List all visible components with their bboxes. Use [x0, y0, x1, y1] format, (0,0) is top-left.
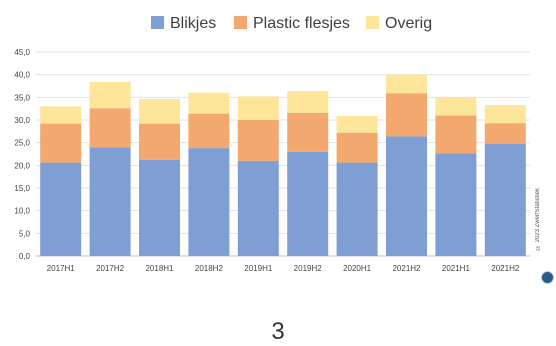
y-tick-label: 30,0	[14, 116, 30, 125]
x-tick-label: 2019H2	[294, 264, 323, 273]
y-tick-label: 10,0	[14, 207, 30, 216]
x-tick-label: 2021H1	[442, 264, 471, 273]
bar-segment	[89, 108, 131, 148]
bar-segment	[188, 92, 230, 114]
bar-segment	[336, 162, 378, 256]
bar-segment	[386, 74, 427, 94]
x-tick-label: 2021H2	[392, 264, 421, 273]
y-tick-label: 15,0	[14, 184, 30, 193]
watermark: © 2023 ZwerfStatistiek	[535, 187, 541, 250]
bar-segment	[287, 112, 329, 152]
y-axis-ticks: 0,0 5,0 10,0 15,0 20,0 25,0 30,0 35,0 40,0 45,0	[14, 48, 30, 261]
bar-segment	[435, 115, 477, 154]
page-number: 3	[271, 318, 285, 345]
y-tick-label: 5,0	[19, 229, 31, 238]
bar-segment	[435, 97, 477, 116]
bar-segment	[139, 159, 180, 256]
bar-segment	[386, 93, 427, 137]
x-tick-label: 2020H1	[343, 264, 372, 273]
bar-segment	[237, 96, 279, 120]
y-tick-label: 45,0	[14, 48, 30, 57]
bar-segment	[139, 123, 180, 160]
bar-segment	[237, 160, 279, 256]
bar-segment	[484, 123, 526, 145]
bars	[40, 74, 526, 256]
bar-segment	[40, 123, 82, 163]
bar-segment	[40, 162, 82, 256]
bar-segment	[89, 81, 131, 109]
y-tick-label: 25,0	[14, 139, 30, 148]
y-tick-label: 20,0	[14, 161, 30, 170]
bar-segment	[287, 90, 329, 113]
x-axis-ticks: 2017H1 2017H2 2018H1 2018H2 2019H1 2019H2 2020…	[47, 264, 520, 273]
bar-segment	[435, 153, 477, 256]
bar-segment	[386, 136, 427, 256]
bar-segment	[188, 113, 230, 149]
bar-segment	[484, 105, 526, 124]
legend-swatch	[234, 16, 247, 29]
bar-segment	[336, 132, 378, 163]
legend-label: Blikjes	[170, 15, 216, 32]
y-tick-label: 0,0	[19, 252, 31, 261]
legend-swatch	[366, 16, 379, 29]
legend-swatch	[151, 16, 164, 29]
y-tick-label: 40,0	[14, 71, 30, 80]
x-tick-label: 2018H2	[195, 264, 224, 273]
bar-segment	[188, 148, 230, 256]
y-tick-label: 35,0	[14, 93, 30, 102]
bar-segment	[287, 151, 329, 256]
x-tick-label: 2017H1	[47, 264, 76, 273]
x-tick-label: 2018H1	[145, 264, 174, 273]
legend-label: Overig	[385, 15, 432, 32]
bar-segment	[237, 120, 279, 161]
bar-segment	[139, 99, 180, 124]
stacked-bar-chart: 0,0 5,0 10,0 15,0 20,0 25,0 30,0 35,0 40,0 45,0 2…	[14, 15, 530, 273]
bar-segment	[89, 147, 131, 256]
bar-segment	[336, 115, 378, 133]
x-tick-label: 2021H2	[491, 264, 520, 273]
x-tick-label: 2017H2	[96, 264, 125, 273]
legend-label: Plastic flesjes	[253, 15, 350, 32]
legend: Blikjes Plastic flesjes Overig	[151, 15, 432, 32]
bar-segment	[40, 106, 82, 124]
x-tick-label: 2019H1	[244, 264, 273, 273]
watermark-logo-icon	[541, 271, 554, 284]
bar-segment	[484, 144, 526, 256]
